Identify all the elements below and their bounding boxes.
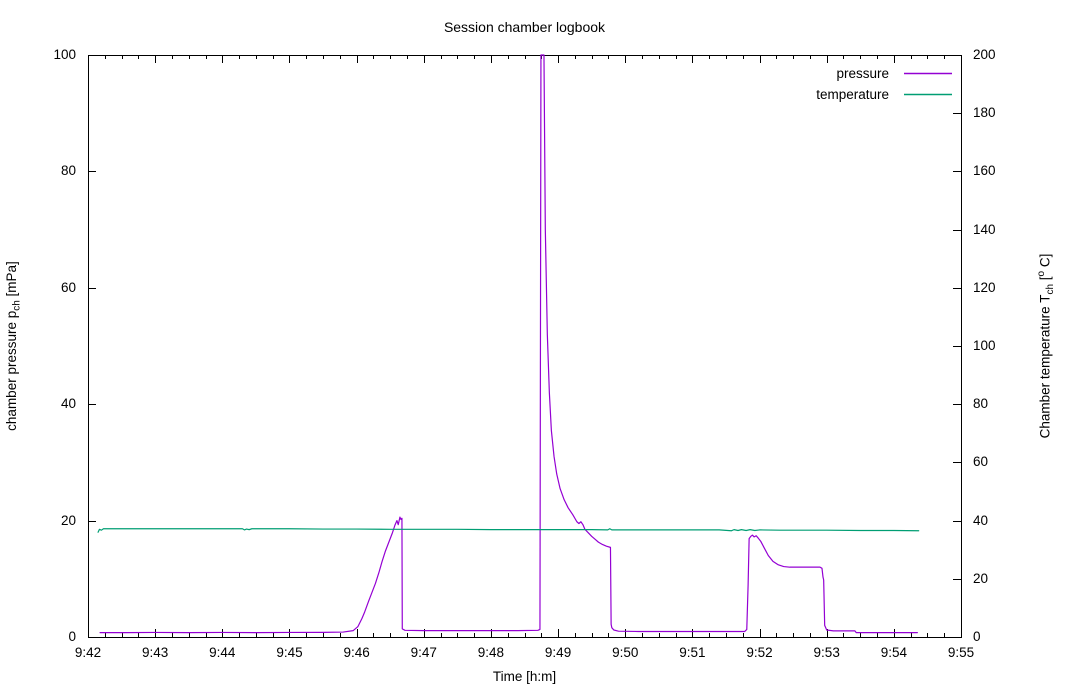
x-tick-label: 9:52 <box>746 645 773 660</box>
x-tick-label: 9:42 <box>74 645 102 660</box>
x-tick-label: 9:53 <box>813 645 840 660</box>
y-right-tick-label: 60 <box>973 454 989 470</box>
y-left-tick-label: 100 <box>53 47 76 62</box>
legend-item-pressure: pressure <box>713 63 953 84</box>
temperature-line-sample-icon <box>904 93 952 96</box>
x-axis-label: Time [h:m] <box>492 669 557 684</box>
y-left-tick-label: 20 <box>60 512 76 528</box>
y-left-tick-label: 0 <box>68 629 76 644</box>
x-tick-label: 9:50 <box>612 645 639 660</box>
y-left-tick-label: 80 <box>60 163 76 179</box>
x-tick-label: 9:48 <box>477 645 505 660</box>
y-right-tick-label: 0 <box>973 629 981 644</box>
x-tick-label: 9:49 <box>544 645 572 660</box>
y-right-tick-label: 160 <box>973 163 996 179</box>
legend-label-pressure: pressure <box>836 66 889 81</box>
legend-label-temperature: temperature <box>816 87 889 102</box>
y-right-tick-label: 20 <box>973 570 989 586</box>
y-right-tick-label: 80 <box>973 396 989 412</box>
x-tick-label: 9:46 <box>343 645 370 660</box>
x-tick-label: 9:45 <box>276 645 303 660</box>
y-right-tick-label: 120 <box>973 279 996 295</box>
x-tick-label: 9:44 <box>209 645 236 660</box>
x-tick-label: 9:43 <box>142 645 169 660</box>
x-tick-label: 9:47 <box>410 645 437 660</box>
temperature-series-line <box>97 528 920 533</box>
pressure-series-line <box>99 54 918 634</box>
legend: pressure temperature <box>713 63 953 105</box>
y-left-tick-label: 60 <box>60 279 76 295</box>
x-tick-label: 9:55 <box>947 645 975 660</box>
legend-item-temperature: temperature <box>713 84 953 105</box>
y-right-tick-label: 40 <box>973 512 989 528</box>
chart-title: Session chamber logbook <box>443 19 606 35</box>
y-right-tick-label: 100 <box>973 338 996 353</box>
axes-frame-and-ticks <box>88 55 962 638</box>
y-right-tick-label: 140 <box>973 221 996 237</box>
pressure-line-sample-icon <box>904 72 952 75</box>
x-tick-label: 9:54 <box>880 645 907 660</box>
y-left-tick-label: 40 <box>60 396 76 412</box>
y-right-tick-label: 180 <box>973 105 996 121</box>
y-right-tick-label: 200 <box>973 47 996 62</box>
x-tick-label: 9:51 <box>679 645 706 660</box>
